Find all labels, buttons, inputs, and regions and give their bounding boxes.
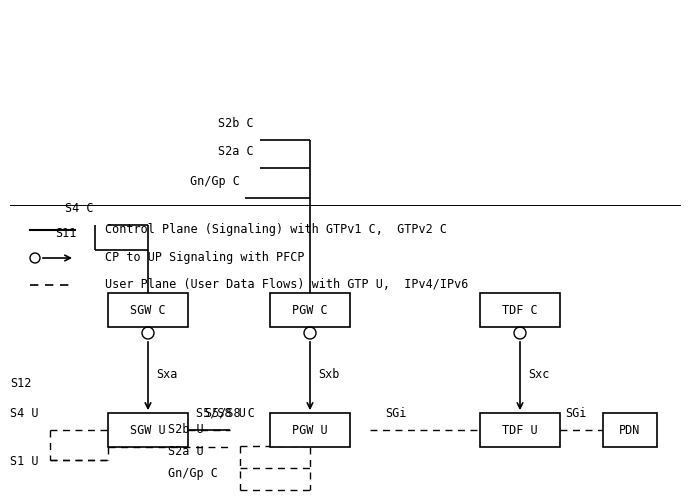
Text: Gn/Gp C: Gn/Gp C (168, 467, 218, 480)
Text: S4 U: S4 U (10, 407, 39, 420)
Text: S2b U: S2b U (168, 423, 204, 436)
Text: SGW C: SGW C (130, 303, 166, 317)
Text: PGW U: PGW U (292, 423, 328, 436)
Text: TDF U: TDF U (502, 423, 538, 436)
Text: S5/S8 C: S5/S8 C (205, 407, 255, 420)
Text: Sxa: Sxa (156, 368, 177, 382)
Text: Sxc: Sxc (528, 368, 549, 382)
Text: S4 C: S4 C (65, 202, 94, 215)
Text: TDF C: TDF C (502, 303, 538, 317)
Text: S12: S12 (10, 377, 31, 390)
Bar (480, 413, 560, 447)
Bar (108, 293, 188, 327)
Bar (108, 413, 188, 447)
Text: User Plane (User Data Flows) with GTP U,  IPv4/IPv6: User Plane (User Data Flows) with GTP U,… (105, 279, 469, 291)
Text: Sxb: Sxb (318, 368, 339, 382)
Bar (270, 413, 350, 447)
Text: SGi: SGi (385, 407, 406, 420)
Text: S2a U: S2a U (168, 445, 204, 458)
Text: CP to UP Signaling with PFCP: CP to UP Signaling with PFCP (105, 251, 304, 265)
Text: Gn/Gp C: Gn/Gp C (190, 175, 240, 188)
Text: S1 U: S1 U (10, 455, 39, 468)
Text: S2a C: S2a C (218, 145, 254, 158)
Bar (603, 413, 657, 447)
Bar (270, 293, 350, 327)
Text: S11: S11 (55, 227, 77, 240)
Text: S5/S8 U: S5/S8 U (196, 407, 246, 420)
Text: PGW C: PGW C (292, 303, 328, 317)
Text: S2b C: S2b C (218, 117, 254, 130)
Text: SGW U: SGW U (130, 423, 166, 436)
Bar (480, 293, 560, 327)
Text: SGi: SGi (565, 407, 586, 420)
Text: PDN: PDN (620, 423, 641, 436)
Text: Control Plane (Signaling) with GTPv1 C,  GTPv2 C: Control Plane (Signaling) with GTPv1 C, … (105, 223, 447, 236)
